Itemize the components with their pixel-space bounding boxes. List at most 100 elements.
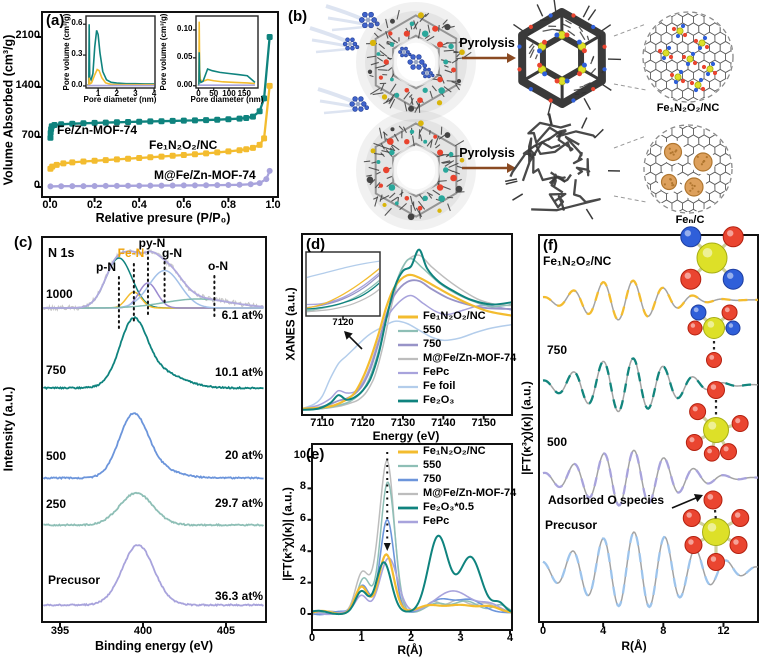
product-label-fe1n2o2-nc: Fe₁N₂O₂/NC bbox=[656, 102, 720, 114]
inset-xtick: 2 bbox=[114, 88, 119, 98]
c-xtick: 395 bbox=[50, 625, 70, 637]
ft-exafs-curve bbox=[313, 459, 511, 616]
adsorbed-o-annotation: Adsorbed O species bbox=[548, 493, 665, 507]
molecule-feo6-precursor bbox=[682, 490, 750, 571]
atpct-750: 10.1 at% bbox=[214, 365, 263, 379]
xps-trace bbox=[42, 315, 264, 390]
inset-ytick: 0.10 bbox=[176, 23, 193, 33]
xps-trace bbox=[42, 544, 264, 607]
peak-label-py-n: py-N bbox=[138, 236, 166, 250]
e-legend-item: Fe₂O₃*0.5 bbox=[423, 500, 474, 513]
e-legend-item: Fe₁N₂O₂/NC bbox=[423, 444, 486, 457]
peak-label-o-n: o-N bbox=[208, 259, 228, 273]
atpct-500: 20 at% bbox=[224, 448, 263, 462]
e-legend-item: FePc bbox=[423, 514, 450, 527]
a-ytick: 1400 bbox=[15, 79, 40, 91]
panel-f-label: (f) bbox=[543, 237, 558, 254]
pyrolysis-label-bottom: Pyrolysis bbox=[459, 146, 515, 160]
e-xtick: 0 bbox=[308, 632, 316, 644]
inset-ytick: 0.05 bbox=[176, 51, 193, 61]
xps-region-label: N 1s bbox=[48, 246, 75, 260]
pore-dist-curve bbox=[87, 24, 155, 86]
a-ytick: 0 bbox=[33, 179, 40, 191]
c-xtick: 400 bbox=[133, 625, 153, 637]
molecule-feo4-adsorbed-o bbox=[707, 381, 725, 416]
panel-a-ylabel: Volume Absorbed (cm³/g) bbox=[1, 34, 16, 186]
panel-d-plot bbox=[301, 233, 513, 420]
e-ytick: 2 bbox=[299, 574, 306, 587]
panel-d-ylabel: XANES (a.u.) bbox=[283, 287, 298, 361]
a-ytick: 2100 bbox=[15, 29, 40, 41]
isotherm-curve bbox=[50, 170, 271, 188]
panel-e-plot bbox=[307, 443, 513, 635]
peak-label-fe-n: Fe-N bbox=[117, 246, 145, 260]
f-row-label-precusor: Precusor bbox=[545, 518, 598, 532]
inset-xtick: 50 bbox=[209, 88, 219, 98]
inset-xtick: 0 bbox=[196, 88, 201, 98]
inset-ytick: 0.00 bbox=[176, 79, 193, 89]
atpct-250: 29.7 at% bbox=[214, 496, 263, 510]
pyrolysis-label-top: Pyrolysis bbox=[459, 36, 515, 50]
d-xtick: 7120 bbox=[350, 417, 375, 429]
curve-label-fe-zn-mof-74: Fe/Zn-MOF-74 bbox=[57, 123, 137, 137]
panel-a-xlabel: Relative presure (P/P₀) bbox=[95, 211, 231, 225]
exafs-data-curve bbox=[542, 449, 758, 507]
d-xtick: 7140 bbox=[431, 417, 456, 429]
inset-ytick: 0.3 bbox=[71, 49, 83, 59]
ft-exafs-curve bbox=[313, 518, 511, 616]
f-xtick: 8 bbox=[660, 625, 667, 637]
panel-c-label: (c) bbox=[14, 234, 33, 251]
e-xtick: 1 bbox=[358, 632, 365, 644]
panel-e-xlabel: R(Å) bbox=[397, 643, 423, 657]
panel-a-inset2 bbox=[193, 15, 259, 91]
f-row-label-fe1n2o2-nc: Fe₁N₂O₂/NC bbox=[543, 254, 612, 268]
inset2-ylabel: Pore volume (cm³/g) bbox=[158, 13, 168, 91]
panel-c-plot bbox=[41, 236, 267, 627]
xanes-curve bbox=[303, 254, 511, 411]
inset-xtick: 150 bbox=[237, 88, 251, 98]
atpct-precusor: 36.3 at% bbox=[214, 589, 263, 603]
d-xtick: 7110 bbox=[310, 417, 335, 429]
e-xtick: 2 bbox=[407, 632, 415, 644]
peak-label-g-n: g-N bbox=[162, 246, 182, 260]
carbon-framework-collapsed bbox=[504, 113, 621, 220]
atpct-1000: 6.1 at% bbox=[221, 308, 263, 322]
inset1-xlabel: Pore diameter (nm) bbox=[83, 95, 157, 104]
row-label-precusor: Precusor bbox=[48, 573, 101, 587]
e-ytick: 8 bbox=[299, 480, 306, 493]
inset-xtick: 4 bbox=[151, 88, 157, 98]
pore-dist-curve bbox=[197, 21, 256, 86]
ft-exafs-curve bbox=[313, 534, 511, 616]
e-ytick: 10 bbox=[293, 449, 306, 461]
e-legend-item: 750 bbox=[423, 472, 442, 485]
e-legend-item: M@Fe/Zn-MOF-74 bbox=[423, 486, 517, 499]
f-xtick: 12 bbox=[717, 625, 730, 637]
exafs-data-curve bbox=[542, 531, 758, 609]
d-legend-item: 750 bbox=[423, 337, 442, 350]
panel-b-label: (b) bbox=[288, 8, 308, 25]
e-ytick: 6 bbox=[299, 511, 306, 524]
d-legend-item: FePc bbox=[423, 365, 450, 378]
d-legend-item: Fe₁N₂O₂/NC bbox=[423, 309, 486, 322]
mof-structure-top bbox=[356, 2, 476, 122]
panel-a-plot bbox=[36, 11, 279, 202]
curve-label-m-fe-zn-mof-74: M@Fe/Zn-MOF-74 bbox=[154, 168, 256, 182]
xps-trace bbox=[43, 291, 264, 309]
a-ytick: 700 bbox=[21, 129, 40, 141]
mof-structure-bottom bbox=[356, 110, 476, 230]
e-ytick: 0 bbox=[299, 606, 306, 618]
peak-label-p-n: p-N bbox=[96, 260, 116, 274]
row-label-1000: 1000 bbox=[46, 287, 73, 301]
pore-dist-curve bbox=[87, 68, 155, 87]
product-label-fen-c: Feₙ/C bbox=[675, 214, 705, 226]
inset-ytick: 0.0 bbox=[71, 79, 83, 89]
exafs-data-curve bbox=[542, 279, 758, 321]
carbon-framework-ordered bbox=[513, 0, 621, 116]
a-xtick: 0.2 bbox=[86, 199, 103, 211]
panel-f-xlabel: R(Å) bbox=[621, 639, 647, 653]
panel-c-xlabel: Binding energy (eV) bbox=[94, 639, 214, 653]
panel-a-label: (a) bbox=[46, 12, 65, 29]
exafs-fit-curve bbox=[542, 357, 758, 413]
a-xtick: 0.0 bbox=[42, 199, 58, 211]
